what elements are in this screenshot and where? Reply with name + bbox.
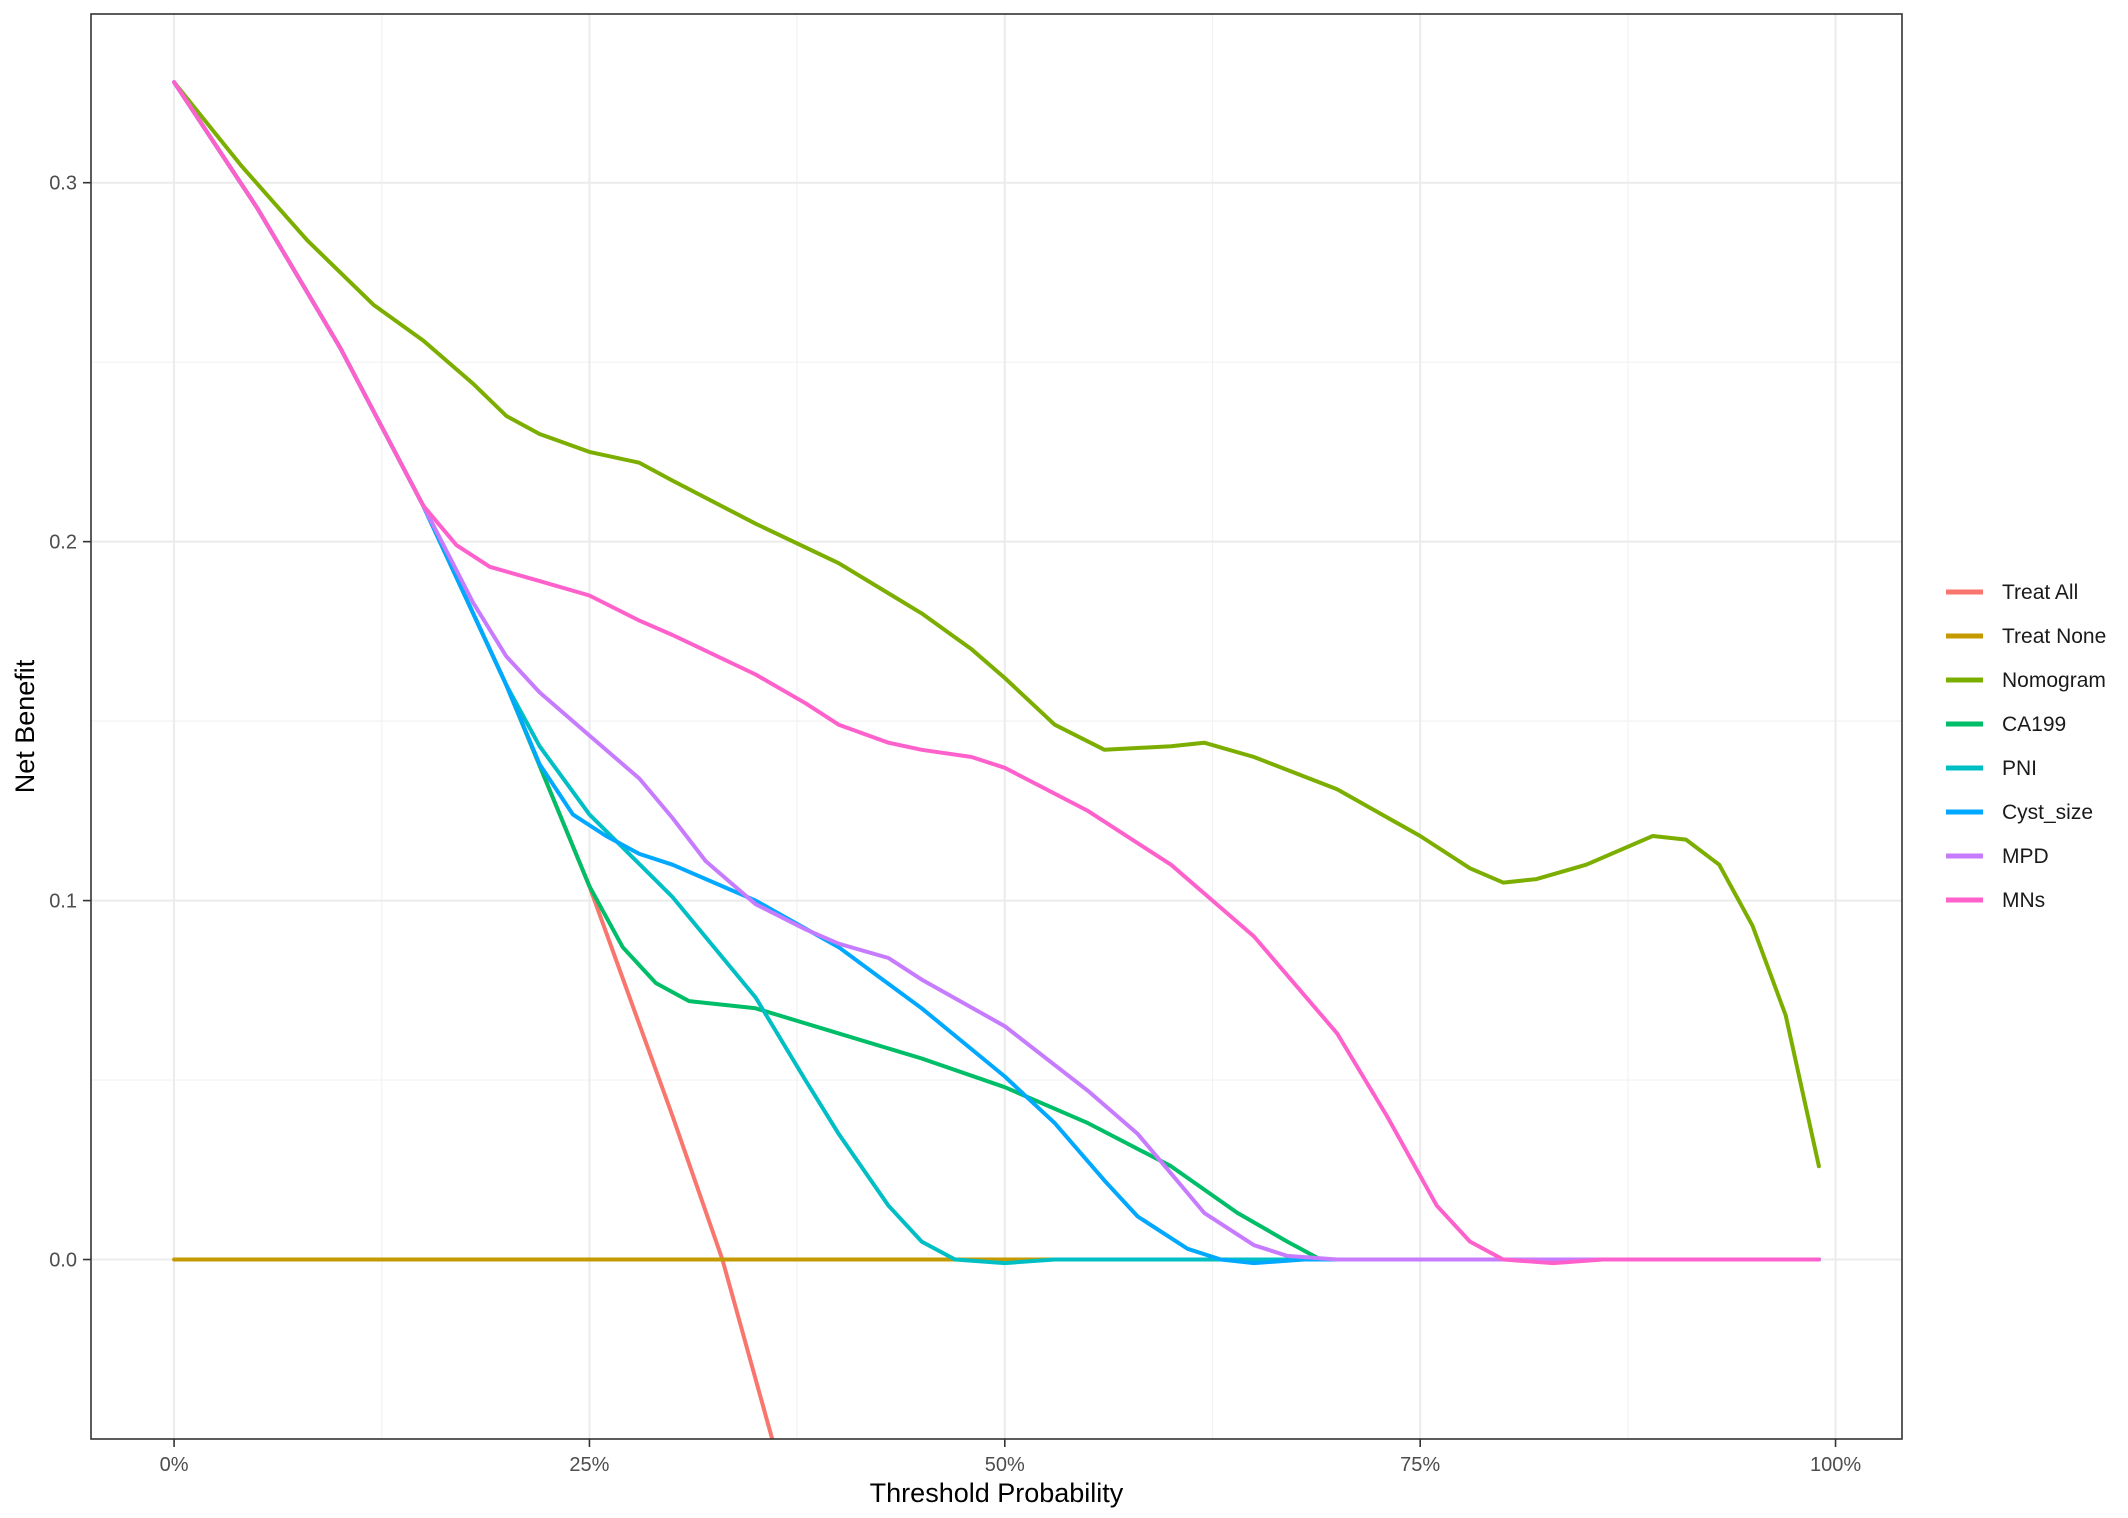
y-tick-label: 0.3 xyxy=(49,173,77,195)
series-line-nomogram xyxy=(172,80,1821,1169)
legend-label: PNI xyxy=(2002,757,2037,780)
x-tick-label: 100% xyxy=(1810,1454,1861,1476)
x-axis-ticks: 0% 25% 50% 75% 100% xyxy=(160,1439,1861,1476)
plot-panel-border xyxy=(90,13,1903,1440)
series-line-mns xyxy=(172,80,1821,1266)
legend-label: CA199 xyxy=(2002,713,2066,736)
series-line-mpd xyxy=(172,80,1821,1262)
y-tick-label: 0.2 xyxy=(49,532,77,554)
legend-label: Cyst_size xyxy=(2002,801,2093,824)
y-axis-ticks: 0.0 0.1 0.2 0.3 xyxy=(49,173,91,1272)
x-axis-title: Threshold Probability xyxy=(870,1478,1124,1508)
legend: Treat All Treat None Nomogram CA199 PNI Cyst_… xyxy=(1946,581,2106,912)
legend-label: MPD xyxy=(2002,845,2049,868)
x-tick-label: 50% xyxy=(985,1454,1025,1476)
x-tick-label: 25% xyxy=(569,1454,609,1476)
legend-label: Nomogram xyxy=(2002,669,2106,692)
minor-gridlines xyxy=(91,14,1902,1439)
legend-label: MNs xyxy=(2002,889,2045,912)
series-lines xyxy=(172,80,1821,1439)
y-tick-label: 0.1 xyxy=(49,891,77,913)
y-tick-label: 0.0 xyxy=(49,1250,77,1272)
legend-label: Treat None xyxy=(2002,625,2106,648)
legend-label: Treat All xyxy=(2002,581,2078,604)
y-axis-title: Net Benefit xyxy=(10,659,40,793)
x-tick-label: 75% xyxy=(1400,1454,1440,1476)
x-tick-label: 0% xyxy=(160,1454,189,1476)
